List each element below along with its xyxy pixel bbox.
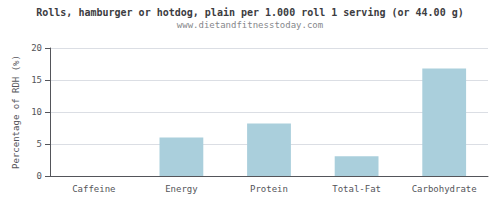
svg-text:5: 5 — [37, 139, 42, 149]
svg-text:Carbohydrate: Carbohydrate — [412, 184, 477, 194]
svg-text:Energy: Energy — [165, 184, 198, 194]
svg-text:10: 10 — [31, 107, 42, 117]
svg-text:Rolls, hamburger or hotdog, pl: Rolls, hamburger or hotdog, plain per 1.… — [36, 7, 463, 18]
svg-text:Caffeine: Caffeine — [72, 184, 115, 194]
svg-text:20: 20 — [31, 43, 42, 53]
svg-text:www.dietandfitnesstoday.com: www.dietandfitnesstoday.com — [177, 20, 323, 30]
svg-text:15: 15 — [31, 75, 42, 85]
svg-text:Protein: Protein — [250, 184, 288, 194]
svg-text:Total-Fat: Total-Fat — [332, 184, 381, 194]
svg-text:Percentage of RDH (%): Percentage of RDH (%) — [11, 55, 21, 169]
svg-text:0: 0 — [37, 171, 42, 181]
